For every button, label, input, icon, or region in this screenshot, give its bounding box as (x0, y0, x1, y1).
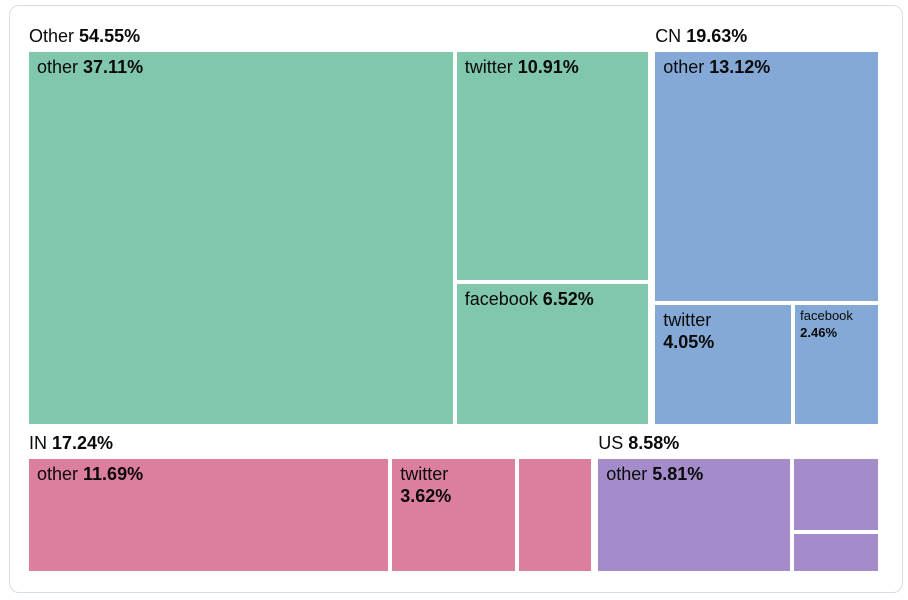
group-cells-us: other 5.81% (598, 459, 878, 571)
cell-label: twitter (663, 310, 712, 331)
cell-us-other[interactable]: other 5.81% (598, 459, 791, 571)
cell-in-other[interactable]: other 11.69% (29, 459, 389, 571)
group-cells-cn: other 13.12% twitter 4.05% facebook 2.46% (655, 52, 878, 425)
group-other: Other 54.55% other 37.11% twitter 10.91% fa… (29, 25, 649, 425)
group-cells-other: other 37.11% twitter 10.91% facebook 6.52% (29, 52, 649, 425)
cell-label: other (606, 464, 653, 485)
cell-in-twitter[interactable]: twitter 3.62% (392, 459, 515, 571)
group-name: Other (29, 26, 75, 46)
group-header-us: US 8.58% (598, 432, 878, 454)
group-header-other: Other 54.55% (29, 25, 648, 47)
cell-value: 5.81% (652, 464, 704, 485)
cell-value: 11.69% (83, 464, 144, 485)
cell-us-unlabeled-1[interactable] (794, 459, 878, 531)
cell-value: 3.62% (400, 485, 452, 506)
cell-us-unlabeled-2[interactable] (794, 534, 878, 571)
cell-cn-facebook[interactable]: facebook 2.46% (795, 305, 878, 425)
cell-other-facebook[interactable]: facebook 6.52% (456, 283, 649, 425)
cell-value: 10.91% (517, 57, 579, 77)
group-value: 17.24% (52, 433, 114, 454)
group-name: IN (29, 433, 47, 454)
cell-value: 13.12% (709, 57, 771, 77)
group-value: 8.58% (628, 433, 680, 454)
group-name: CN (655, 26, 682, 46)
cell-cn-other[interactable]: other 13.12% (655, 52, 878, 302)
treemap: Other 54.55% other 37.11% twitter 10.91% fa… (29, 25, 878, 571)
treemap-row-0: Other 54.55% other 37.11% twitter 10.91% fa… (29, 25, 878, 425)
group-us: US 8.58% other 5.81% (598, 432, 878, 571)
group-cells-in: other 11.69% twitter 3.62% (29, 459, 592, 571)
cell-label: twitter (400, 464, 449, 485)
chart-card: Other 54.55% other 37.11% twitter 10.91% fa… (9, 5, 903, 593)
cell-other-other[interactable]: other 37.11% (29, 52, 453, 425)
group-name: US (598, 433, 624, 454)
cell-label: other (37, 464, 84, 485)
group-subcells-other: twitter 10.91% facebook 6.52% (456, 52, 649, 425)
cell-label: other (37, 57, 84, 77)
group-value: 19.63% (686, 26, 748, 46)
cell-value: 37.11% (83, 57, 144, 77)
group-header-cn: CN 19.63% (655, 25, 878, 47)
cell-label: other (663, 57, 710, 77)
cell-value: 4.05% (663, 331, 715, 352)
cell-value: 2.46% (800, 324, 838, 340)
treemap-row-1: IN 17.24% other 11.69% twitter 3.62% US 8.5… (29, 432, 878, 571)
cell-label: facebook (464, 288, 543, 309)
group-subcells-cn: twitter 4.05% facebook 2.46% (655, 305, 878, 425)
group-value: 54.55% (79, 26, 141, 46)
group-header-in: IN 17.24% (29, 432, 591, 454)
cell-label: twitter (464, 57, 518, 77)
cell-value: 6.52% (542, 288, 594, 309)
cell-other-twitter[interactable]: twitter 10.91% (456, 52, 649, 280)
group-cn: CN 19.63% other 13.12% twitter 4.05% facebo… (655, 25, 878, 425)
cell-label: facebook (800, 308, 853, 324)
cell-cn-twitter[interactable]: twitter 4.05% (655, 305, 792, 425)
group-in: IN 17.24% other 11.69% twitter 3.62% (29, 432, 592, 571)
group-subcells-us (794, 459, 878, 571)
cell-in-unlabeled-2[interactable] (518, 459, 592, 571)
